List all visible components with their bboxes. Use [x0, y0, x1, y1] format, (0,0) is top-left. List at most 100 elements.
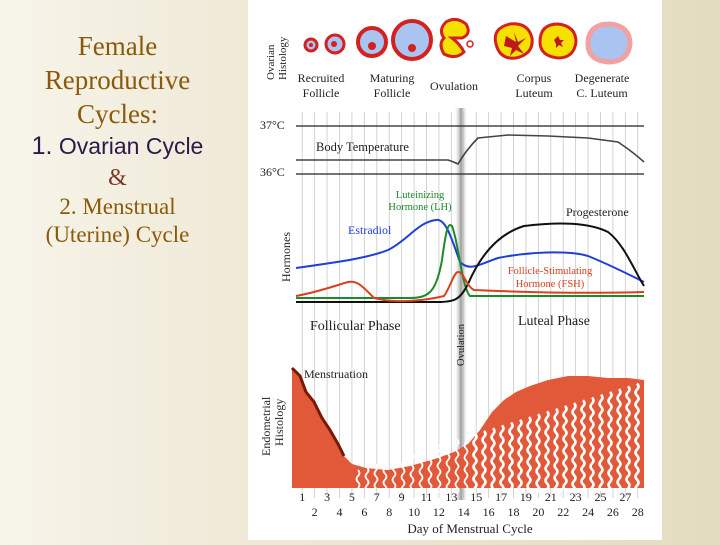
lh-label-1: Luteinizing: [396, 190, 445, 201]
x-tick-even: 10: [408, 505, 420, 519]
title-line-1: Female: [77, 31, 158, 61]
x-tick-even: 6: [361, 505, 367, 519]
gland-stripe: [634, 382, 640, 493]
x-axis: 1 3 5 7 9 11 13 15 17 19 21 23 25 272 4 6 8 10 12 14 16 18 20 2…: [299, 490, 644, 519]
gland-stripe: [418, 449, 424, 494]
title-line-3: Cycles:: [77, 98, 158, 129]
x-tick-odd: 15: [470, 490, 482, 504]
x-tick-odd: 25: [595, 490, 607, 504]
lh-curve: [296, 224, 644, 299]
gland-stripe: [364, 466, 370, 492]
gland-stripe: [481, 430, 487, 492]
gland-stripe: [553, 407, 559, 494]
stage-corpus-line-2: Luteum: [515, 86, 553, 100]
ovulation-band: [454, 108, 468, 500]
stage-ovulation-label: Ovulation: [430, 79, 478, 93]
x-tick-odd: 27: [619, 490, 631, 504]
x-tick-even: 28: [632, 505, 644, 519]
x-tick-odd: 7: [374, 490, 380, 504]
estradiol-label: Estradiol: [348, 223, 392, 237]
degenerate-corpus-luteum-icon: [585, 21, 633, 65]
x-tick-even: 4: [337, 505, 343, 519]
item-1-ovarian-cycle: 1. Ovarian Cycle: [10, 131, 225, 162]
gland-stripe: [499, 424, 505, 493]
x-tick-odd: 17: [495, 490, 507, 504]
gland-stripe: [607, 390, 613, 495]
gland-stripe: [436, 444, 442, 494]
ampersand: &: [108, 164, 127, 191]
gland-stripe: [427, 447, 433, 491]
title-line-2: Reproductive: [44, 64, 191, 95]
gland-stripe: [571, 402, 577, 494]
stage-recruited-line-1: Recruited: [298, 71, 345, 85]
x-tick-odd: 13: [445, 490, 457, 504]
x-tick-even: 8: [386, 505, 392, 519]
gland-stripe: [382, 460, 388, 493]
menstrual-cycle-diagram: Ovarian Histology Recruited Follicle Mat…: [248, 0, 662, 540]
stage-corpus-line-1: Corpus: [517, 71, 552, 85]
gland-stripe: [373, 463, 379, 490]
stage-degenerate-line-2: C. Luteum: [576, 86, 628, 100]
x-tick-odd: 3: [324, 490, 330, 504]
luteal-phase-label: Luteal Phase: [518, 314, 590, 329]
gland-stripe: [355, 469, 361, 489]
fsh-label-2: Hormone (FSH): [516, 279, 585, 290]
x-tick-odd: 11: [421, 490, 433, 504]
stage-maturing-line-2: Follicle: [374, 86, 411, 100]
stage-maturing-line-1: Maturing: [370, 71, 415, 85]
ovarian-histology-label-1: Ovarian: [265, 44, 277, 80]
gland-stripe: [445, 441, 451, 491]
recruited-follicle-icons: [303, 33, 346, 55]
x-axis-title: Day of Menstrual Cycle: [407, 521, 533, 536]
gland-stripe: [625, 385, 631, 490]
ovarian-histology-label-2: Histology: [277, 36, 289, 80]
item-1-text: Ovarian Cycle: [58, 133, 204, 160]
x-tick-even: 22: [557, 505, 569, 519]
x-tick-even: 24: [582, 505, 594, 519]
progesterone-curve: [296, 222, 645, 303]
item-2-line-2: (Uterine) Cycle: [45, 222, 190, 248]
x-tick-even: 26: [607, 505, 619, 519]
gland-stripe: [616, 388, 622, 493]
ovulation-vertical-label: Ovulation: [456, 323, 467, 366]
body-temperature-curve: [296, 134, 645, 166]
x-tick-even: 14: [458, 505, 470, 519]
endometrial-glands: [355, 382, 640, 495]
temp-37-label: 37°C: [260, 118, 285, 132]
x-tick-even: 20: [532, 505, 544, 519]
x-tick-even: 18: [508, 505, 520, 519]
x-tick-odd: 21: [545, 490, 557, 504]
gland-stripe: [463, 435, 469, 492]
x-tick-even: 12: [433, 505, 445, 519]
gland-stripe: [472, 432, 478, 495]
menstruation-edge: [290, 366, 346, 457]
follicular-phase-label: Follicular Phase: [310, 319, 401, 334]
body-temperature-label: Body Temperature: [316, 140, 409, 154]
x-tick-even: 16: [483, 505, 495, 519]
diagram-svg: Ovarian Histology Recruited Follicle Mat…: [259, 17, 645, 536]
corpus-luteum-icons: [493, 22, 578, 60]
gland-stripe: [598, 393, 604, 492]
x-tick-even: 2: [312, 505, 318, 519]
fsh-curve: [295, 270, 645, 303]
hormones-label: Hormones: [279, 232, 293, 282]
gland-stripe: [589, 396, 595, 495]
x-tick-odd: 9: [399, 490, 405, 504]
maturing-follicle-icons: [356, 19, 433, 61]
ovulation-follicle-icon: [439, 17, 474, 59]
gland-stripe: [409, 452, 415, 490]
endometrial-label-2: Histology: [272, 399, 286, 446]
endometrial-label-1: Endometrial: [259, 396, 273, 456]
item-1-number: 1.: [31, 132, 53, 161]
gland-stripe: [391, 458, 397, 490]
gland-stripe: [535, 413, 541, 494]
item-2-line-1: 2. Menstrual: [59, 193, 176, 219]
x-tick-odd: 5: [349, 490, 355, 504]
stage-degenerate-line-1: Degenerate: [575, 71, 630, 85]
x-tick-odd: 19: [520, 490, 532, 504]
fsh-label-1: Follicle-Stimulating: [508, 266, 593, 277]
gland-stripe: [517, 418, 523, 493]
x-tick-odd: 23: [570, 490, 582, 504]
gland-stripe: [454, 438, 460, 494]
gland-stripe: [580, 399, 586, 492]
